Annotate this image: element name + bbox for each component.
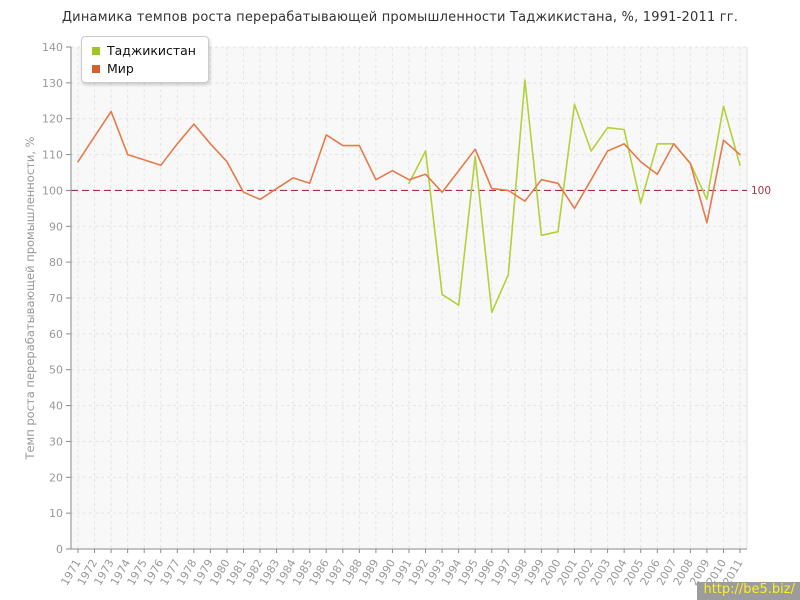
svg-text:80: 80: [49, 256, 63, 269]
x-tick-labels: 1971197219731974197519761977197819791980…: [58, 557, 745, 588]
svg-text:30: 30: [49, 435, 63, 448]
svg-text:10: 10: [49, 507, 63, 520]
axis-ticks: [66, 46, 741, 553]
y-tick-labels: 0 10 20 30 40 50 60 70 80 90 100 110 120 130 140: [42, 41, 63, 556]
svg-text:90: 90: [49, 220, 63, 233]
world-series-swatch-icon: [92, 64, 100, 73]
legend: Таджикистан Мир: [81, 36, 209, 83]
svg-text:20: 20: [49, 471, 63, 484]
svg-text:120: 120: [42, 113, 63, 126]
chart-title: Динамика темпов роста перерабатывающей п…: [61, 10, 739, 25]
watermark-link[interactable]: http://be5.biz/: [697, 582, 800, 600]
svg-text:60: 60: [49, 328, 63, 341]
svg-text:70: 70: [49, 292, 63, 305]
svg-text:140: 140: [42, 41, 63, 54]
svg-text:40: 40: [49, 400, 63, 413]
series-world-line: [77, 110, 741, 224]
reference-line-label: 100: [751, 185, 771, 197]
tajikistan-series-swatch-icon: [92, 46, 100, 55]
svg-text:130: 130: [42, 77, 63, 90]
legend-label-tajikistan: Таджикистан: [107, 43, 196, 58]
legend-item-world: Мир: [92, 61, 196, 76]
svg-text:100: 100: [42, 184, 63, 197]
svg-text:50: 50: [49, 364, 63, 377]
svg-text:110: 110: [42, 149, 63, 162]
legend-label-world: Мир: [107, 61, 134, 76]
svg-text:0: 0: [56, 543, 63, 556]
legend-item-tajikistan: Таджикистан: [92, 43, 196, 58]
